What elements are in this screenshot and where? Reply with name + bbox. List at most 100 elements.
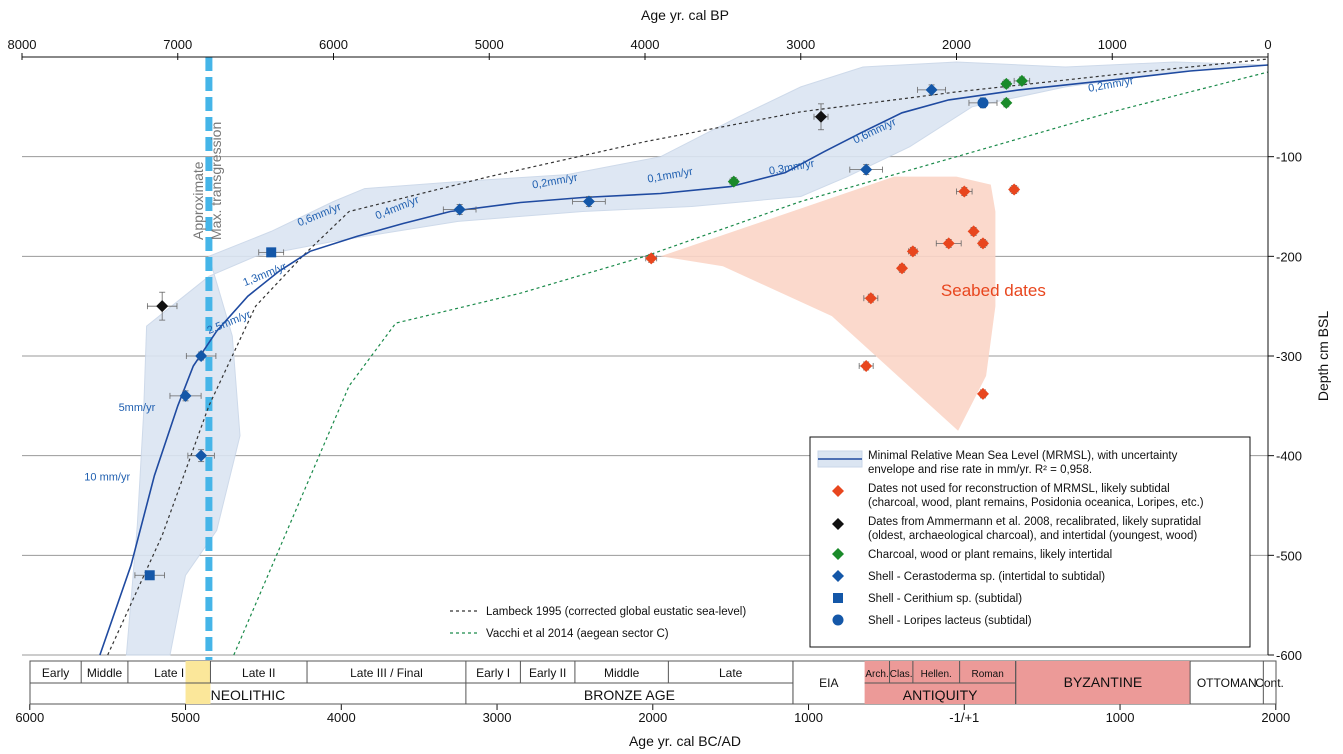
period-label-full: BYZANTINE [1064,674,1143,690]
diamond-marker [860,359,873,372]
diamond-marker [976,387,989,400]
data-point [935,237,962,250]
period-label-full: EIA [819,676,838,690]
legend-text: Charcoal, wood or plant remains, likely … [868,549,1112,561]
data-point [146,291,178,321]
data-point [976,387,989,400]
top-tick-label: 0 [1264,37,1271,52]
bottom-tick-label: 1000 [794,710,823,725]
data-point [849,163,883,176]
data-point [134,570,165,581]
legend-text: Shell - Cerithium sp. (subtidal) [868,593,1022,605]
legend-swatch-diamond [832,518,844,530]
legend-text: Shell - Cerastoderma sp. (intertidal to … [868,571,1105,583]
legend: Minimal Relative Mean Sea Level (MRMSL),… [809,436,1251,648]
data-points [134,74,1031,581]
diamond-marker [958,185,971,198]
line-legend-text: Vacchi et al 2014 (aegean sector C) [486,628,669,640]
data-point [813,103,829,131]
legend-swatch-diamond [832,485,844,497]
data-point [185,350,217,362]
legend-swatch-circle [832,614,844,626]
diamond-marker [453,203,466,216]
top-tick-label: 1000 [1098,37,1127,52]
data-point [1000,96,1013,109]
period-label: Late III / Final [350,666,423,680]
legend-swatch-diamond [832,548,844,560]
legend-text: Dates not used for reconstruction of MRM… [868,483,1170,495]
rate-label: 5mm/yr [119,402,156,414]
data-point [1000,77,1013,90]
legend-text: Minimal Relative Mean Sea Level (MRMSL),… [868,450,1178,462]
diamond-marker [925,83,938,96]
period-label: Late [719,666,743,680]
diamond-marker [814,110,827,123]
mrmsl-curve [99,64,1269,656]
transgression-label-line1: Approximate [190,161,206,240]
period-label: Middle [604,666,640,680]
top-tick-label: 2000 [942,37,971,52]
top-axis-title: Age yr. cal BP [641,7,729,23]
diamond-marker [156,300,169,313]
data-point [863,292,879,305]
diamond-marker [1015,74,1028,87]
bottom-tick-label: 1000 [1106,710,1135,725]
period-label-full: OTTOMAN [1197,676,1257,690]
period-timeline: Early Middle Late I Late II Late III / Final… [29,660,1284,705]
period-label-major: NEOLITHIC [211,687,286,703]
period-label: Early II [529,666,566,680]
seabed-label: Seabed dates [941,281,1046,300]
bottom-tick-label: -1/+1 [949,710,979,725]
period-label: Early I [476,666,510,680]
period-label: Middle [87,666,123,680]
data-point [572,195,606,208]
period-label: Early [42,666,69,680]
data-point [956,185,973,198]
legend-swatch-square [833,593,843,603]
right-tick-label: -100 [1276,150,1302,165]
diamond-marker [582,195,595,208]
diamond-marker [195,449,208,462]
data-point [968,97,998,109]
circle-marker [977,97,989,109]
diamond-marker [727,175,740,188]
line-legend-text: Lambeck 1995 (corrected global eustatic … [486,606,746,618]
data-point [169,389,202,402]
diamond-marker [1008,183,1021,196]
bottom-tick-label: 3000 [483,710,512,725]
diamond-marker [864,292,877,305]
bottom-tick-label: 4000 [327,710,356,725]
diamond-marker [906,245,919,258]
diamond-marker [1000,96,1013,109]
byzantine-band [1015,661,1191,704]
diamond-marker [1000,77,1013,90]
period-label: Arch. [865,669,888,680]
right-tick-label: -400 [1276,449,1302,464]
data-point [645,252,658,265]
top-tick-label: 4000 [631,37,660,52]
period-label: Roman [972,669,1004,680]
top-tick-label: 3000 [786,37,815,52]
data-point [858,359,874,372]
period-label: Hellen. [921,669,952,680]
mrmsl-curve-layer [99,64,1269,656]
data-point [895,262,908,275]
bottom-tick-label: 2000 [638,710,667,725]
data-point [976,237,989,250]
legend-swatch-diamond [832,570,844,582]
data-point [187,449,215,463]
transgression-label-line2: Max. transgression [208,122,224,240]
lambeck-1995-line [107,58,1268,656]
bottom-tick-label: 6000 [15,710,44,725]
square-marker [144,570,155,581]
right-tick-label: -300 [1276,349,1302,364]
diamond-marker [195,350,208,362]
legend-text: (charcoal, wood, plant remains, Posidoni… [868,497,1204,509]
legend-text: Dates from Ammermann et al. 2008, recali… [868,516,1201,528]
diamond-marker [967,225,980,238]
data-point [906,245,919,258]
data-point [727,175,740,188]
period-label: Clas. [890,669,913,680]
reference-lines [107,57,1268,660]
